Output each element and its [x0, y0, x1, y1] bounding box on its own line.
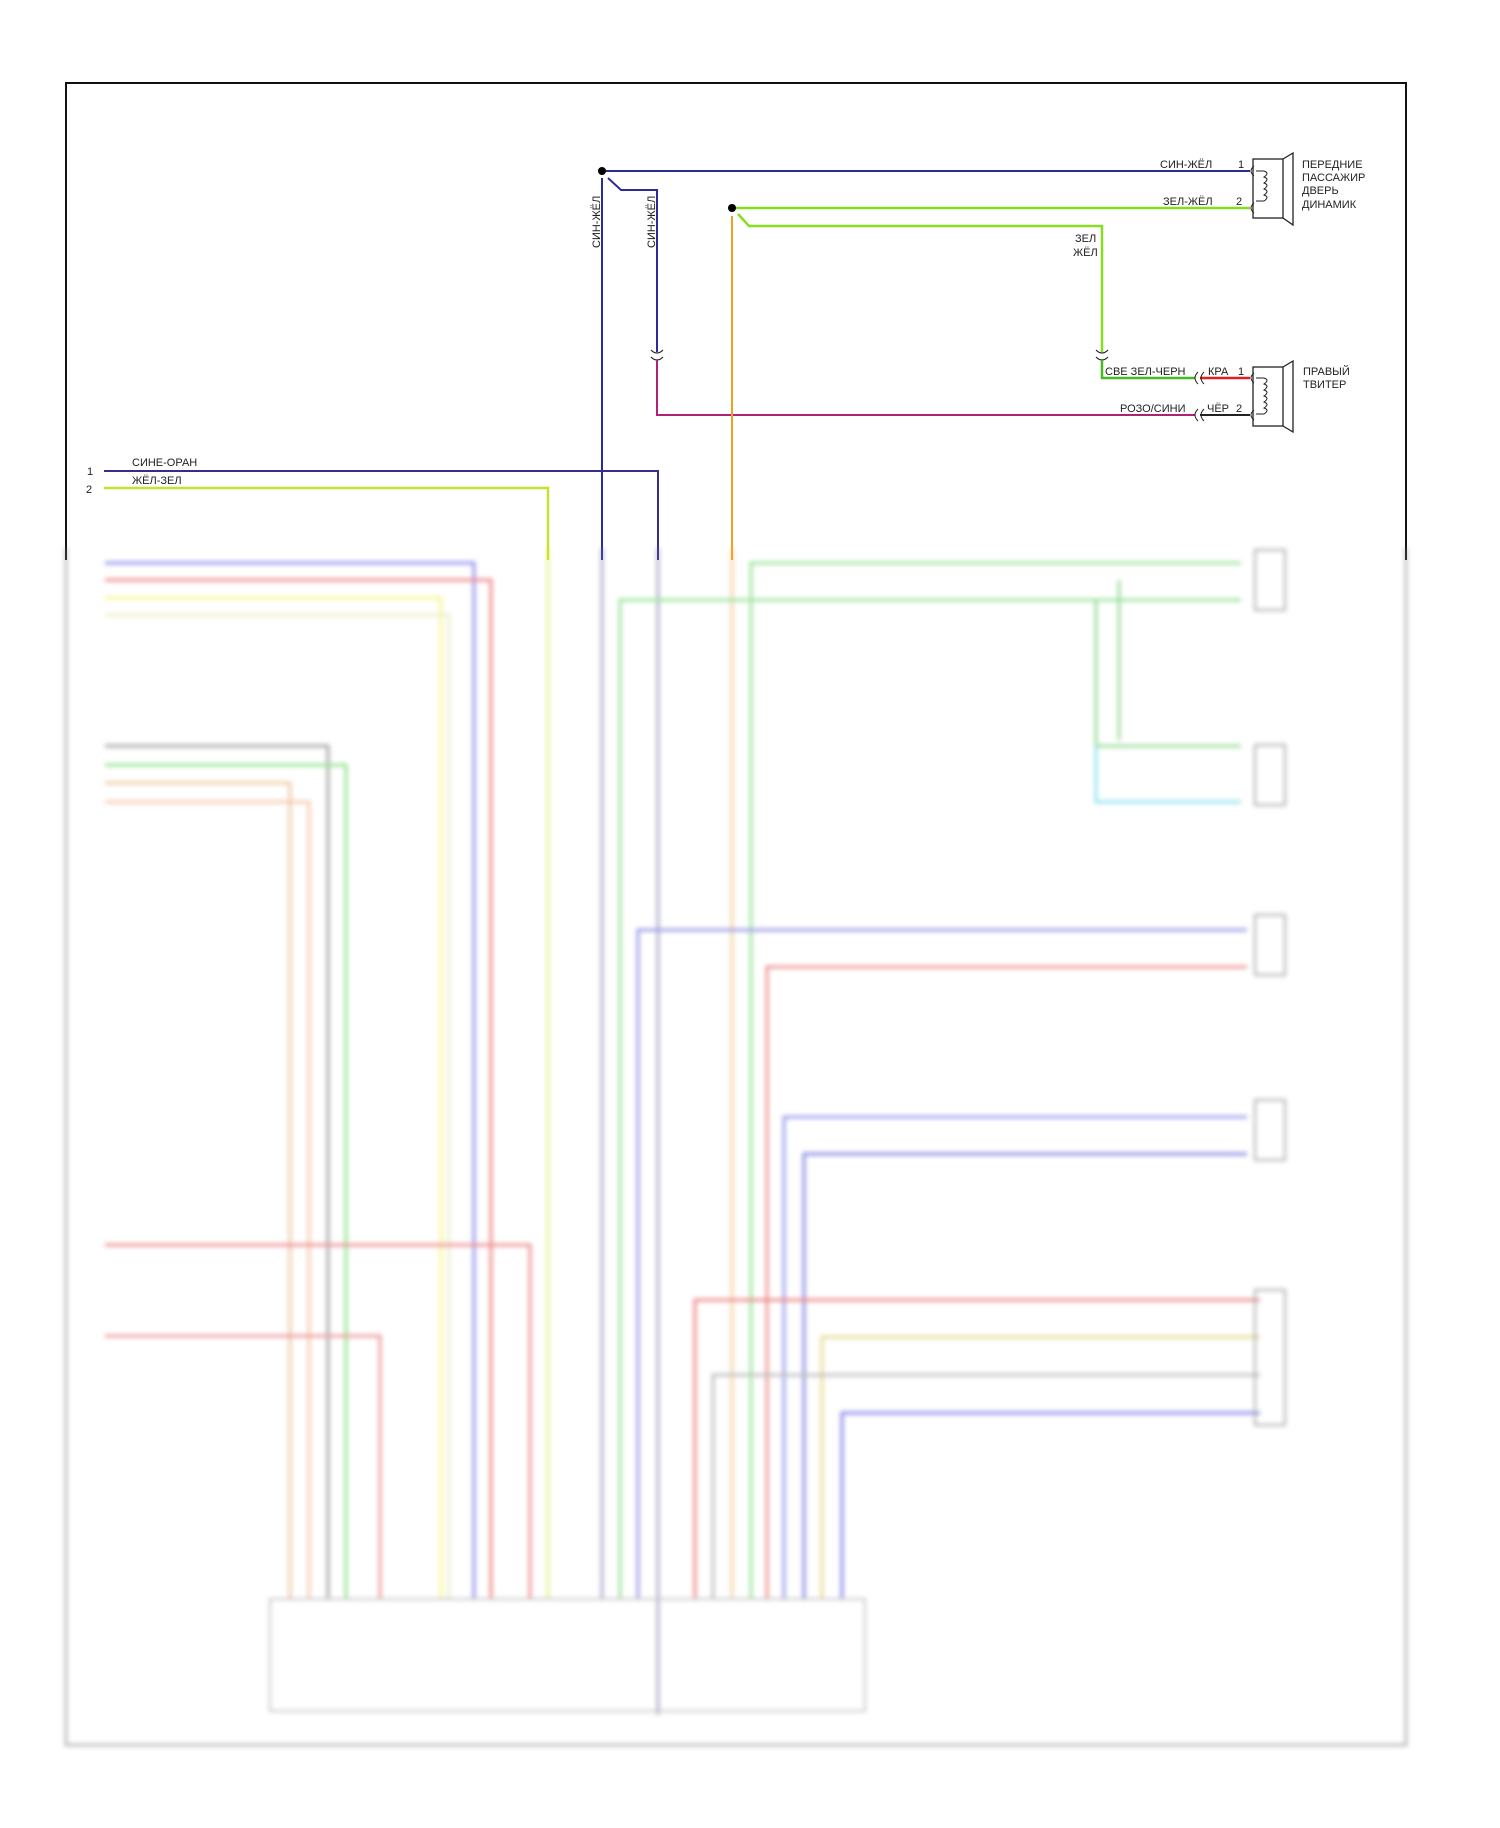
wire-label: ЖЁЛ-ЗЕЛ: [132, 475, 182, 487]
wire-green-tweeter: [1100, 360, 1195, 380]
green-branch-label: ЖЁЛ: [1073, 247, 1098, 259]
left-connector: 1 2 СИНЕ-ОРАН ЖЁЛ-ЗЕЛ: [86, 457, 659, 560]
speaker-name-line: ДИНАМИК: [1302, 199, 1357, 211]
speaker-name-line: ПАССАЖИР: [1302, 172, 1365, 184]
wire-label: СИНЕ-ОРАН: [132, 457, 197, 469]
splice-dot-green: [728, 204, 736, 212]
wire-green-branch: [737, 213, 1104, 352]
green-branch-label: ЗЕЛ: [1075, 233, 1096, 245]
pin-number: 2: [1236, 403, 1242, 415]
pin-number: 1: [87, 466, 93, 478]
splice-dot-blue: [598, 167, 606, 175]
wire-label: РОЗО/СИНИ: [1120, 403, 1185, 415]
pin-number: 2: [1236, 196, 1242, 208]
wire-label: ЗЕЛ-ЖЁЛ: [1163, 196, 1213, 208]
front-passenger-door-speaker: ПЕРЕДНИЕ ПАССАЖИР ДВЕРЬ ДИНАМИК 1 2 СИН-…: [1160, 151, 1365, 227]
pin-wire-label: КРА: [1208, 366, 1229, 378]
speaker-name-line: ПЕРЕДНИЕ: [1302, 159, 1363, 171]
speaker-name-line: ТВИТЕР: [1303, 379, 1346, 391]
pin-number: 1: [1238, 366, 1244, 378]
vertical-wire-label: СИН-ЖЁЛ: [591, 196, 603, 248]
vertical-wire-label: СИН-ЖЁЛ: [646, 196, 658, 248]
wire-magenta: [656, 360, 1195, 416]
wire-blue-orange: [104, 470, 659, 560]
wire-yellow-green: [104, 486, 550, 560]
pin-wire-label: ЧЁР: [1207, 403, 1229, 415]
pin-number: 2: [86, 484, 92, 496]
blurred-lower-section: [64, 548, 1408, 1747]
wire-blue-branch: [607, 177, 658, 352]
speaker-name-line: ПРАВЫЙ: [1303, 365, 1350, 378]
pin-number: 1: [1238, 159, 1244, 171]
speaker-name-line: ДВЕРЬ: [1302, 185, 1339, 197]
wire-label: СВЕ ЗЕЛ-ЧЕРН: [1105, 366, 1186, 378]
right-tweeter: ПРАВЫЙ ТВИТЕР 1 2 КРА ЧЁР СВЕ ЗЕЛ-ЧЕРН Р…: [1105, 359, 1350, 434]
diagram-frame: [65, 82, 1407, 560]
wire-label: СИН-ЖЁЛ: [1160, 159, 1212, 171]
